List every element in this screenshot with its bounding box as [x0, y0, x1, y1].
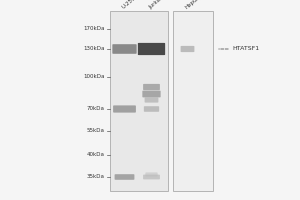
FancyBboxPatch shape [143, 175, 160, 179]
FancyBboxPatch shape [138, 43, 165, 55]
Text: HepG2: HepG2 [184, 0, 202, 10]
FancyBboxPatch shape [115, 174, 134, 180]
Text: 70kDa: 70kDa [87, 106, 105, 112]
Text: 55kDa: 55kDa [87, 129, 105, 134]
FancyBboxPatch shape [181, 46, 194, 52]
Text: 130kDa: 130kDa [83, 46, 105, 51]
FancyBboxPatch shape [112, 44, 137, 54]
Text: 100kDa: 100kDa [83, 74, 105, 79]
FancyBboxPatch shape [143, 84, 160, 90]
FancyBboxPatch shape [113, 105, 136, 113]
FancyBboxPatch shape [110, 11, 168, 191]
Text: 170kDa: 170kDa [83, 26, 105, 31]
Text: Jurkat: Jurkat [148, 0, 164, 10]
Text: U-251MG: U-251MG [121, 0, 144, 10]
FancyBboxPatch shape [172, 11, 213, 191]
FancyBboxPatch shape [142, 91, 161, 97]
Text: 40kDa: 40kDa [87, 152, 105, 158]
Text: 35kDa: 35kDa [87, 174, 105, 180]
Text: HTATSF1: HTATSF1 [232, 46, 260, 51]
FancyBboxPatch shape [144, 106, 159, 112]
FancyBboxPatch shape [145, 97, 158, 103]
FancyBboxPatch shape [145, 172, 158, 176]
